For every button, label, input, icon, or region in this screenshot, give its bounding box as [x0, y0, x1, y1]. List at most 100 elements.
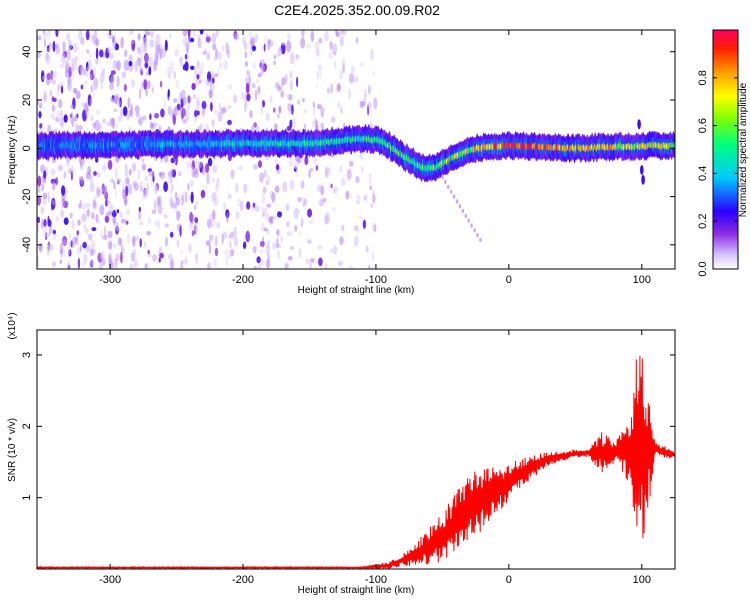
noise-blob	[208, 244, 212, 255]
noise-blob	[60, 85, 64, 94]
noise-blob	[57, 164, 63, 172]
noise-blob	[154, 112, 159, 119]
y-tick-label: 2	[21, 423, 33, 429]
noise-blob	[218, 102, 221, 112]
noise-blob	[309, 261, 312, 269]
noise-blob	[234, 226, 237, 237]
spectrogram-y-label: Frequency (Hz)	[7, 116, 18, 185]
noise-blob	[100, 188, 103, 193]
noise-blob	[95, 47, 99, 60]
noise-blob	[211, 119, 215, 127]
noise-blob	[66, 49, 71, 61]
noise-blob	[61, 185, 66, 196]
noise-blob	[252, 246, 257, 254]
noise-blob	[164, 39, 168, 52]
noise-blob	[169, 61, 174, 73]
noise-blob	[120, 251, 123, 264]
noise-blob	[180, 260, 184, 269]
noise-blob	[206, 52, 211, 61]
noise-blob	[59, 259, 62, 265]
noise-blob	[84, 214, 87, 222]
noise-blob	[104, 215, 110, 223]
noise-blob	[360, 165, 364, 173]
noise-blob	[38, 187, 41, 194]
noise-blob	[214, 235, 218, 247]
noise-blob	[288, 156, 294, 168]
noise-blob	[227, 84, 233, 90]
noise-blob	[304, 109, 307, 114]
noise-blob	[85, 247, 90, 253]
noise-blob	[324, 30, 329, 42]
noise-blob	[144, 30, 148, 37]
colorbar: 0.0 0.2 0.4 0.6 0.8 Normalized spectral ampl…	[697, 29, 749, 277]
noise-blob	[82, 67, 86, 76]
noise-blob	[328, 51, 334, 60]
noise-blob	[222, 106, 227, 114]
noise-blob	[104, 225, 107, 238]
noise-blob	[340, 106, 343, 115]
noise-blob	[191, 82, 196, 91]
noise-blob	[212, 164, 218, 174]
noise-blob	[120, 36, 124, 49]
noise-blob	[290, 79, 293, 92]
noise-blob	[125, 185, 129, 197]
noise-blob	[196, 60, 200, 69]
noise-blob	[342, 30, 347, 36]
noise-blob	[327, 166, 331, 176]
colorbar-tick-label: 0.4	[697, 166, 709, 181]
streak-blob	[470, 223, 473, 228]
noise-blob	[208, 234, 214, 242]
noise-blob	[41, 183, 44, 192]
noise-blob	[318, 37, 323, 44]
noise-blob	[212, 209, 216, 220]
noise-blob	[50, 243, 54, 251]
spectrogram-y-ticks: -40 -20 0 20 40	[21, 46, 675, 253]
noise-blob	[205, 163, 210, 173]
noise-blob	[60, 209, 65, 219]
noise-blob	[259, 172, 264, 183]
noise-blob	[96, 109, 101, 115]
noise-blob	[200, 189, 206, 199]
noise-blob	[163, 181, 169, 192]
noise-blob	[188, 222, 193, 231]
noise-blob	[315, 83, 318, 89]
noise-blob	[142, 115, 147, 121]
noise-blob	[300, 217, 304, 228]
noise-blob	[274, 158, 278, 165]
noise-blob	[132, 248, 137, 256]
noise-blob	[62, 40, 66, 53]
noise-blob	[325, 166, 328, 179]
noise-blob	[190, 191, 194, 204]
noise-blob	[213, 257, 218, 268]
noise-blob	[243, 183, 248, 194]
noise-blob	[128, 109, 134, 117]
noise-blob	[60, 121, 64, 129]
noise-blob	[96, 216, 100, 225]
noise-blob	[86, 49, 90, 54]
noise-blob	[103, 161, 106, 173]
noise-blob	[173, 204, 178, 208]
noise-blob	[372, 188, 375, 201]
noise-blob	[312, 101, 315, 108]
noise-blob	[111, 42, 116, 51]
noise-blob	[254, 89, 258, 101]
noise-blob	[182, 259, 188, 264]
noise-blob	[348, 73, 355, 84]
noise-blob	[273, 107, 276, 113]
noise-blob	[47, 192, 50, 204]
noise-blob	[237, 198, 241, 207]
noise-blob	[114, 62, 119, 68]
noise-blob	[37, 216, 40, 223]
noise-blob	[108, 204, 114, 214]
x-tick-label: -300	[99, 574, 121, 586]
noise-blob	[107, 230, 113, 239]
noise-blob	[116, 177, 122, 184]
noise-blob	[67, 264, 71, 269]
noise-blob	[82, 241, 87, 249]
noise-blob	[195, 259, 199, 266]
noise-blob	[38, 243, 43, 251]
noise-blob	[217, 51, 223, 60]
noise-blob	[63, 114, 68, 123]
noise-blob	[311, 120, 315, 128]
